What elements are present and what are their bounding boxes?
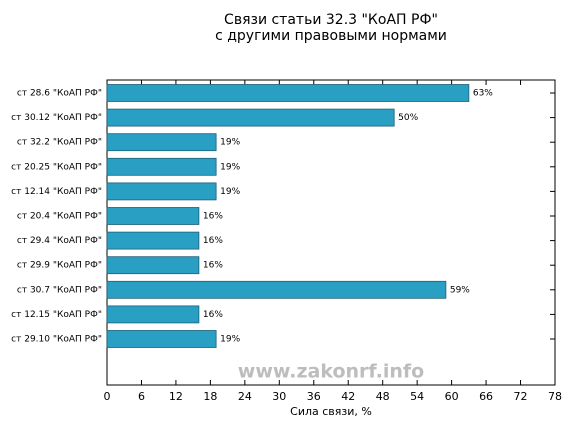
x-tick-label: 30 bbox=[272, 390, 286, 403]
bar bbox=[106, 330, 217, 348]
y-tick-label: ст 29.4 "КоАП РФ" bbox=[17, 236, 102, 246]
chart-subtitle: с другими правовыми нормами bbox=[215, 28, 447, 44]
x-tick-label: 0 bbox=[104, 390, 111, 403]
x-tick-label: 12 bbox=[169, 390, 183, 403]
y-tick-label: ст 29.10 "КоАП РФ" bbox=[11, 335, 102, 345]
x-tick-label: 36 bbox=[307, 390, 321, 403]
x-tick-label: 18 bbox=[203, 390, 217, 403]
y-tick-label: ст 30.12 "КоАП РФ" bbox=[11, 113, 102, 123]
value-label: 19% bbox=[220, 187, 240, 197]
bar bbox=[106, 305, 200, 324]
x-tick-label: 42 bbox=[341, 390, 355, 403]
x-tick-label: 78 bbox=[548, 390, 562, 403]
x-tick-label: 24 bbox=[238, 390, 252, 403]
y-tick-label: ст 28.6 "КоАП РФ" bbox=[17, 89, 102, 99]
bar bbox=[106, 256, 200, 275]
bar bbox=[106, 182, 217, 201]
bar bbox=[106, 207, 200, 225]
y-tick-label: ст 30.7 "КоАП РФ" bbox=[17, 285, 102, 295]
x-tick-label: 72 bbox=[514, 390, 528, 403]
value-label: 16% bbox=[203, 310, 223, 320]
bar bbox=[106, 133, 217, 152]
bar bbox=[106, 108, 395, 127]
value-label: 19% bbox=[220, 162, 240, 172]
y-tick-label: ст 12.14 "КоАП РФ" bbox=[11, 187, 102, 197]
y-tick-label: ст 20.25 "КоАП РФ" bbox=[11, 162, 102, 172]
value-label: 63% bbox=[473, 89, 493, 99]
value-label: 16% bbox=[203, 212, 223, 222]
x-tick-label: 54 bbox=[410, 390, 424, 403]
value-label: 16% bbox=[203, 236, 223, 246]
y-tick-label: ст 29.9 "КоАП РФ" bbox=[17, 261, 102, 271]
x-tick-label: 48 bbox=[376, 390, 390, 403]
value-label: 19% bbox=[220, 138, 240, 148]
bar bbox=[106, 231, 200, 250]
value-label: 19% bbox=[220, 335, 240, 345]
value-label: 50% bbox=[398, 113, 418, 123]
y-tick-label: ст 32.2 "КоАП РФ" bbox=[17, 138, 102, 148]
chart-title: Связи статьи 32.3 "КоАП РФ" bbox=[224, 12, 438, 28]
x-tick-label: 6 bbox=[138, 390, 145, 403]
x-tick-label: 66 bbox=[479, 390, 493, 403]
value-label: 16% bbox=[203, 261, 223, 271]
y-tick-label: ст 20.4 "КоАП РФ" bbox=[17, 212, 102, 222]
value-label: 59% bbox=[450, 285, 470, 295]
watermark: www.zakonrf.info bbox=[238, 361, 424, 383]
y-tick-label: ст 12.15 "КоАП РФ" bbox=[11, 310, 102, 320]
bar bbox=[106, 157, 217, 176]
bar bbox=[106, 84, 470, 102]
x-tick-label: 60 bbox=[445, 390, 459, 403]
x-axis-label: Сила связи, % bbox=[290, 405, 372, 418]
bar bbox=[106, 280, 447, 299]
